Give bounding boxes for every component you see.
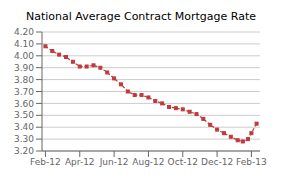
html-text:National Average Contract Mort: National Average Contract Mortgage Rate: [26, 10, 256, 23]
svg-text:Jun-12: Jun-12: [99, 157, 129, 167]
svg-text:3.40: 3.40: [14, 122, 34, 132]
svg-text:3.20: 3.20: [14, 146, 34, 156]
svg-text:3.70: 3.70: [14, 87, 34, 97]
svg-text:Apr-12: Apr-12: [65, 157, 95, 167]
svg-text:4.00: 4.00: [14, 51, 34, 61]
svg-text:Oct-12: Oct-12: [168, 157, 198, 167]
svg-text:3.60: 3.60: [14, 99, 34, 109]
svg-text:3.50: 3.50: [14, 110, 34, 120]
svg-text:3.90: 3.90: [14, 63, 34, 73]
svg-text:Feb-12: Feb-12: [30, 157, 61, 167]
svg-text:Feb-13: Feb-13: [236, 157, 267, 167]
svg-text:3.30: 3.30: [14, 134, 34, 144]
svg-text:3.80: 3.80: [14, 75, 34, 85]
svg-text:Dec-12: Dec-12: [201, 157, 233, 167]
svg-text:Aug-12: Aug-12: [132, 157, 164, 167]
svg-text:4.10: 4.10: [14, 39, 34, 49]
svg-text:4.20: 4.20: [14, 27, 34, 37]
